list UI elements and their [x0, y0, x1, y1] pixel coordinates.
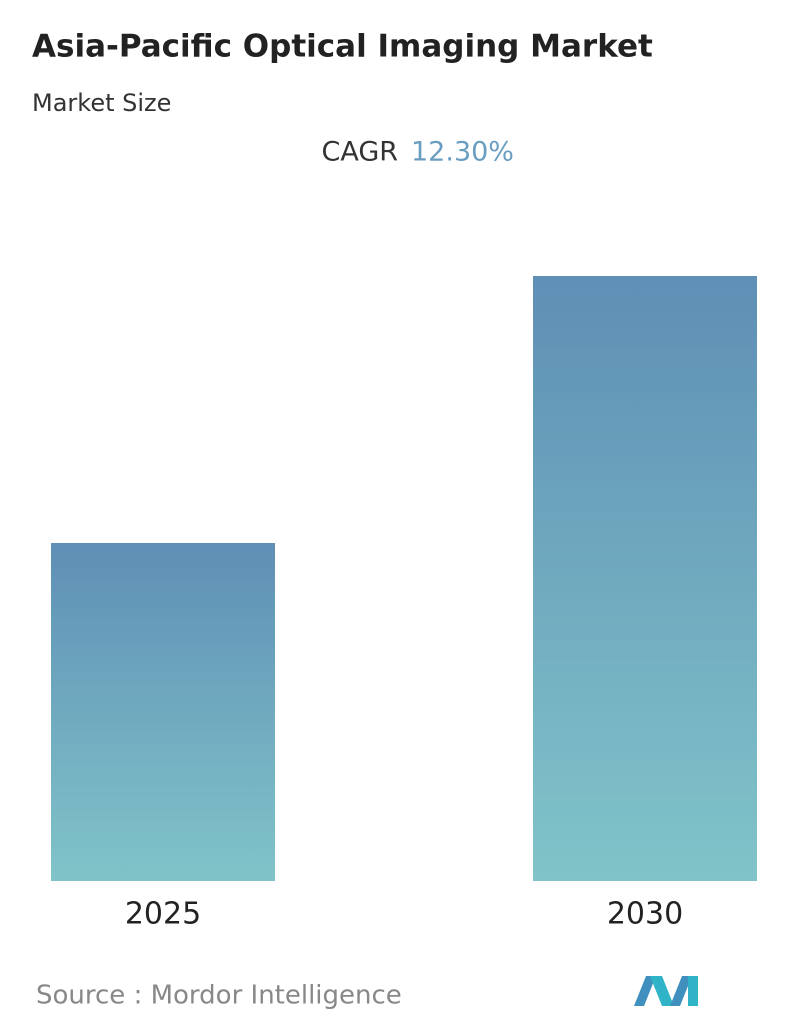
x-tick-label: 2030 — [607, 897, 683, 932]
x-tick-label: 2025 — [125, 897, 201, 932]
source: Source : Mordor Intelligence — [36, 981, 402, 1011]
chart-subtitle: Market Size — [32, 89, 171, 117]
chart-title: Asia-Pacific Optical Imaging Market — [32, 29, 653, 65]
bar — [51, 543, 275, 881]
bar — [533, 276, 757, 881]
logo — [634, 976, 698, 1006]
cagr-value: 12.30% — [411, 137, 514, 168]
cagr-label: CAGR — [321, 137, 398, 168]
